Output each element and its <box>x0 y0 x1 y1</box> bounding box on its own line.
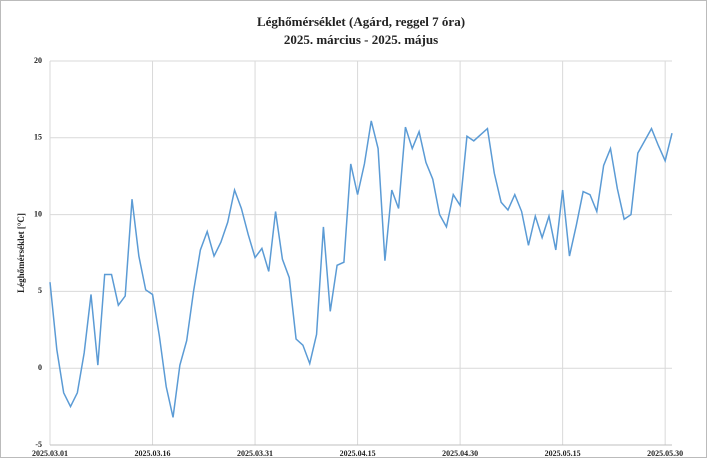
y-tick-label: 20 <box>34 56 42 65</box>
y-tick-label: 0 <box>38 363 42 372</box>
chart-title: Léghőmérséklet (Agárd, reggel 7 óra) <box>257 14 465 29</box>
x-tick-label: 2025.04.30 <box>442 449 478 458</box>
y-tick-label: 10 <box>34 209 42 218</box>
y-tick-label: 15 <box>34 133 42 142</box>
x-tick-label: 2025.03.16 <box>135 449 171 458</box>
x-tick-label: 2025.04.15 <box>340 449 376 458</box>
y-tick-label: -5 <box>35 440 42 449</box>
x-tick-label: 2025.05.15 <box>545 449 581 458</box>
x-tick-label: 2025.03.01 <box>32 449 68 458</box>
chart-subtitle: 2025. március - 2025. május <box>284 32 438 47</box>
y-axis-label: Léghőmérséklet [°C] <box>16 213 26 293</box>
x-tick-label: 2025.03.31 <box>237 449 273 458</box>
data-line <box>49 120 673 418</box>
x-tick-label: 2025.05.30 <box>647 449 683 458</box>
y-tick-label: 5 <box>38 286 42 295</box>
